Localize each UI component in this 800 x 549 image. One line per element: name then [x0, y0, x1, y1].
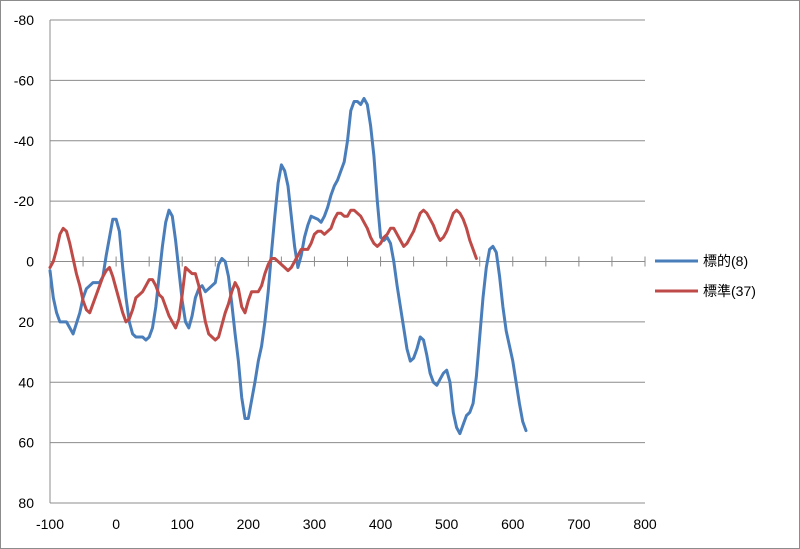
y-tick-label: -40	[14, 133, 34, 149]
x-tick-label: 600	[501, 516, 525, 532]
legend-label-1: 標準(37)	[703, 283, 756, 299]
y-axis-tick-labels: -80 -60 -40 -20 0 20 40 60 80	[14, 12, 34, 511]
y-tick-label: 20	[18, 314, 34, 330]
x-axis	[49, 256, 646, 267]
y-tick-label: 40	[18, 374, 34, 390]
legend-label-0: 標的(8)	[703, 253, 748, 269]
y-tick-label: -80	[14, 12, 34, 28]
x-tick-label: 100	[171, 516, 195, 532]
x-tick-label: 700	[567, 516, 591, 532]
series-line-1	[48, 208, 478, 342]
x-tick-label: 200	[237, 516, 261, 532]
x-tick-label: 800	[633, 516, 657, 532]
x-tick-label: 500	[435, 516, 459, 532]
x-axis-tick-labels: -100 0 100 200 300 400 500 600 700 800	[36, 516, 657, 532]
x-tick-label: 300	[303, 516, 327, 532]
x-tick-label: 400	[369, 516, 393, 532]
x-tick-label: -100	[36, 516, 64, 532]
y-tick-label: 60	[18, 435, 34, 451]
series-lines	[48, 97, 528, 436]
y-tick-label: 0	[26, 254, 34, 270]
y-tick-label: 80	[18, 495, 34, 511]
series-line-0	[48, 97, 528, 436]
x-tick-label: 0	[112, 516, 120, 532]
y-tick-label: -60	[14, 72, 34, 88]
legend: 標的(8) 標準(37)	[655, 253, 756, 299]
y-tick-label: -20	[14, 193, 34, 209]
